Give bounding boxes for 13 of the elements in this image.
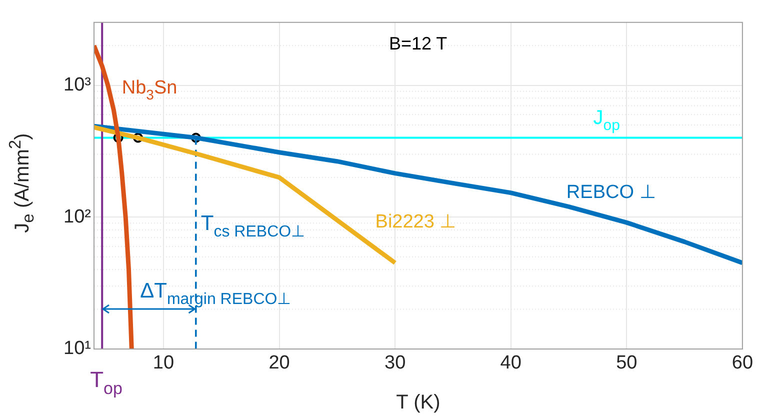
x-tick-label: 30: [384, 352, 406, 374]
y-tick-label: 10¹: [64, 338, 91, 360]
y-tick-label: 10³: [64, 74, 91, 96]
x-tick-label: 50: [616, 352, 638, 374]
y-tick-label: 10²: [64, 206, 91, 228]
series-label: Bi2223 ⊥: [375, 211, 457, 232]
series-label: REBCO ⊥: [566, 182, 656, 203]
x-tick-label: 10: [152, 352, 174, 374]
x-tick-label: 20: [268, 352, 290, 374]
x-tick-label: 60: [732, 352, 754, 374]
x-tick-label: 40: [500, 352, 522, 374]
x-axis-title: T (K): [396, 392, 440, 414]
annotation: B=12 T: [388, 33, 448, 54]
